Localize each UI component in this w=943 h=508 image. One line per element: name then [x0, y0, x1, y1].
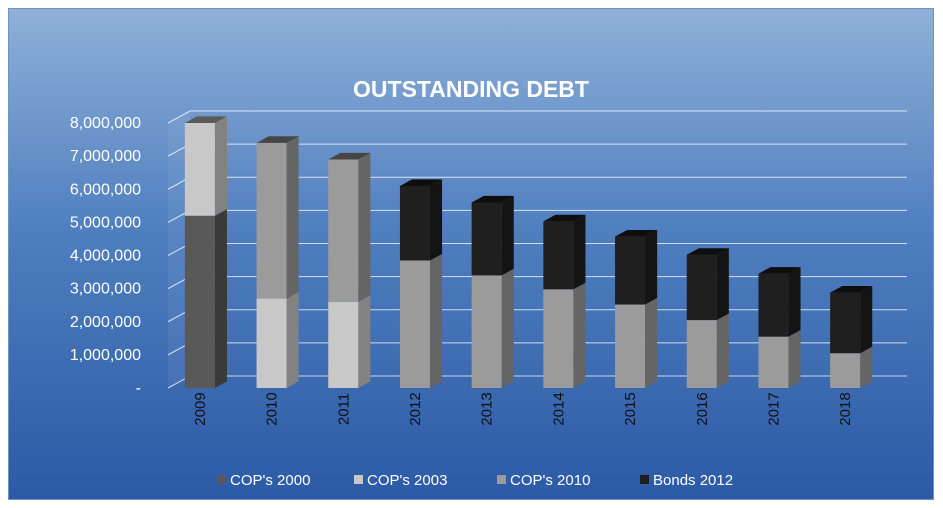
bar-front — [615, 305, 645, 388]
y-tick-label: 7,000,000 — [70, 148, 141, 165]
bar-segment — [328, 295, 370, 388]
bar-side — [717, 248, 729, 320]
bar-segment — [758, 330, 800, 388]
legend: COP's 2000 COP's 2003 COP's 2010 Bonds 2012 — [217, 472, 733, 489]
bar-front — [185, 216, 215, 388]
bar-segment — [830, 286, 872, 353]
x-tick-label: 2014 — [550, 392, 567, 425]
x-tick-label: 2009 — [192, 392, 209, 425]
bar-segment — [687, 248, 729, 320]
bar-front — [758, 274, 788, 337]
y-axis-ticks: - 1,000,000 2,000,000 3,000,000 4,000,000 5,0… — [70, 115, 141, 397]
bar-side — [215, 116, 227, 215]
legend-item: COP's 2010 — [497, 472, 590, 489]
bar-side — [860, 286, 872, 353]
bar-side — [573, 215, 585, 290]
bar-side — [860, 347, 872, 388]
bar-side — [502, 269, 514, 388]
bar-segment — [185, 116, 227, 215]
y-tick-label: 8,000,000 — [70, 115, 141, 132]
legend-swatch — [640, 475, 649, 484]
bar-side — [645, 298, 657, 388]
bar-segment — [257, 136, 299, 298]
x-tick-label: 2010 — [264, 392, 281, 425]
bar-segment — [185, 209, 227, 388]
bar-front — [615, 237, 645, 305]
x-tick-label: 2018 — [837, 392, 854, 425]
bar-front — [328, 302, 358, 388]
x-tick-label: 2012 — [407, 392, 424, 425]
y-tick-label: 2,000,000 — [70, 314, 141, 331]
x-tick-label: 2016 — [694, 392, 711, 425]
bar-side — [358, 153, 370, 302]
legend-label: COP's 2010 — [510, 472, 590, 489]
legend-label: COP's 2000 — [230, 472, 310, 489]
bar-side — [430, 179, 442, 260]
bar-side — [215, 209, 227, 388]
bar-front — [185, 123, 215, 216]
bar-front — [328, 159, 358, 301]
bar-segment — [758, 267, 800, 337]
y-tick-label: 3,000,000 — [70, 281, 141, 298]
legend-item: Bonds 2012 — [640, 472, 733, 489]
bar-side — [287, 136, 299, 298]
bar-front — [257, 299, 287, 388]
x-tick-label: 2015 — [622, 392, 639, 425]
y-tick-label: 1,000,000 — [70, 347, 141, 364]
x-tick-label: 2011 — [335, 393, 352, 425]
bar-segment — [543, 283, 585, 388]
bar-side — [287, 292, 299, 388]
bar-front — [687, 320, 717, 388]
legend-label: Bonds 2012 — [653, 472, 733, 489]
bar-side — [573, 283, 585, 388]
bar-front — [687, 255, 717, 320]
legend-swatch — [497, 475, 506, 484]
bar-side — [502, 196, 514, 275]
bar-segment — [257, 292, 299, 388]
bar-side — [430, 254, 442, 388]
bar-segment — [328, 153, 370, 302]
bar-front — [257, 143, 287, 299]
y-tick-label: 4,000,000 — [70, 248, 141, 265]
bar-front — [543, 289, 573, 388]
y-tick-label: 6,000,000 — [70, 181, 141, 198]
bar-front — [472, 275, 502, 388]
bar-segment — [543, 215, 585, 290]
x-tick-label: 2013 — [479, 392, 496, 425]
bar-side — [717, 313, 729, 388]
bar-side — [645, 230, 657, 305]
y-tick-label: 5,000,000 — [70, 214, 141, 231]
bar-segment — [400, 254, 442, 388]
bar-segment — [687, 313, 729, 388]
bars — [185, 116, 872, 388]
chart-area: OUTSTANDING DEBT - 1,000,000 2,000,000 3,00… — [8, 8, 934, 500]
legend-item: COP's 2000 — [217, 472, 310, 489]
bar-segment — [472, 269, 514, 388]
bar-side — [788, 330, 800, 388]
bar-front — [758, 337, 788, 388]
chart-title: OUTSTANDING DEBT — [353, 76, 589, 102]
bar-side — [788, 267, 800, 337]
legend-swatch — [354, 475, 363, 484]
y-tick-label: - — [136, 380, 141, 397]
bar-segment — [615, 298, 657, 388]
bar-front — [400, 260, 430, 388]
bar-segment — [615, 230, 657, 305]
bar-segment — [400, 179, 442, 260]
bar-front — [543, 221, 573, 289]
bar-segment — [472, 196, 514, 275]
legend-item: COP's 2003 — [354, 472, 447, 489]
bar-front — [400, 186, 430, 261]
legend-swatch — [217, 475, 226, 484]
bar-front — [830, 293, 860, 354]
legend-label: COP's 2003 — [367, 472, 447, 489]
bar-front — [830, 353, 860, 388]
chart-canvas: OUTSTANDING DEBT - 1,000,000 2,000,000 3,00… — [9, 9, 935, 501]
x-axis-ticks: 2009 2010 2011 2012 2013 2014 2015 2016 2017 2018 — [192, 392, 854, 425]
bar-side — [358, 295, 370, 388]
x-tick-label: 2017 — [765, 392, 782, 425]
bar-front — [472, 203, 502, 276]
